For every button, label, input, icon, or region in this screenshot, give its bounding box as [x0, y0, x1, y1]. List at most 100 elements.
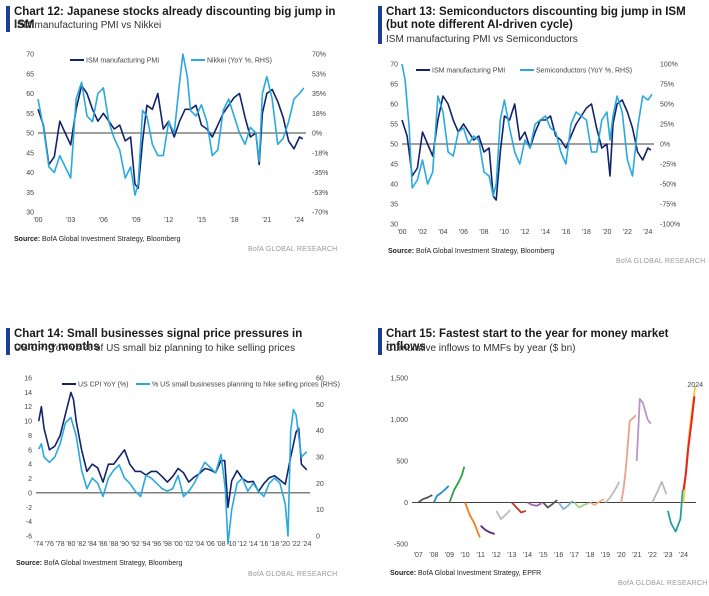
y-tick-left: 30: [390, 222, 398, 229]
brand-label: BofA GLOBAL RESEARCH: [248, 246, 338, 253]
y-tick-right: 0%: [312, 131, 322, 138]
source-text: BofA Global Investment Strategy, EPFR: [416, 570, 542, 577]
source-note: Source: BofA Global Investment Strategy,…: [388, 248, 554, 255]
year-line-2024: [682, 396, 696, 491]
chart-14-panel: Chart 14: Small businesses signal price …: [6, 328, 346, 590]
x-tick-label: '11: [476, 552, 485, 559]
y-tick-left: 30: [26, 210, 34, 217]
y-tick-label: 1,500: [390, 376, 408, 383]
x-tick-label: '16: [561, 229, 570, 236]
title-accent-bar: [378, 6, 382, 44]
year-line-2016: [557, 500, 574, 511]
x-tick-label: '22: [648, 552, 657, 559]
series-line-secondary: [401, 63, 653, 197]
x-tick-label: '21: [632, 552, 641, 559]
chart-subtitle: ISM manufacturing PMI vs Nikkei: [14, 20, 162, 31]
y-tick-right: 53%: [312, 71, 326, 78]
chart-title: Chart 15: Fastest start to the year for …: [386, 328, 669, 353]
year-line-2015: [542, 499, 558, 509]
x-tick-label: '10: [227, 541, 236, 548]
brand-label: BofA GLOBAL RESEARCH: [248, 571, 338, 578]
title-accent-bar: [6, 328, 10, 355]
x-tick-label: '76: [45, 541, 54, 548]
x-tick-label: '24: [679, 552, 688, 559]
y-tick-left: 70: [26, 52, 34, 59]
x-tick-label: '12: [520, 229, 529, 236]
y-tick-left: 40: [390, 182, 398, 189]
y-tick-right: 60: [316, 376, 324, 383]
y-tick-right: -53%: [312, 190, 328, 197]
y-tick-right: -50%: [660, 182, 676, 189]
x-tick-label: '14: [523, 552, 532, 559]
x-tick-label: '07: [414, 552, 423, 559]
chart-subtitle: Cumulative inflows to MMFs by year ($ bn…: [386, 343, 576, 354]
x-tick-label: '08: [429, 552, 438, 559]
x-tick-label: '09: [445, 552, 454, 559]
y-tick-label: 0: [404, 500, 408, 507]
source-note: Source: BofA Global Investment Strategy,…: [14, 236, 180, 243]
y-tick-right: 30: [316, 455, 324, 462]
year-line-2007: [417, 494, 433, 504]
y-tick-left: 60: [390, 102, 398, 109]
chart-15-panel: Chart 15: Fastest start to the year for …: [378, 328, 708, 590]
year-line-2022: [651, 480, 668, 503]
chart-13-plot: 30 35 40 45 50 55 60 65 70 100% 75% 50% 25% 0% -25% -50…: [390, 62, 680, 237]
source-text: BofA Global Investment Strategy, Bloombe…: [40, 236, 181, 243]
source-label: Source:: [14, 236, 41, 243]
x-tick-label: '00: [174, 541, 183, 548]
x-tick-label: '98: [163, 541, 172, 548]
source-label: Source:: [390, 570, 417, 577]
y-tick-left: 50: [26, 131, 34, 138]
y-tick-right: 25%: [660, 122, 674, 129]
x-tick-label: '82: [77, 541, 86, 548]
x-tick-label: '92: [131, 541, 140, 548]
y-tick-right: 50: [316, 402, 324, 409]
chart-12-panel: Chart 12: Japanese stocks already discou…: [6, 6, 346, 266]
source-label: Source:: [16, 560, 43, 567]
y-tick-right: 0%: [660, 142, 670, 149]
x-tick-label: '21: [262, 217, 271, 224]
x-tick-label: '19: [601, 552, 610, 559]
y-tick-right: 70%: [312, 52, 326, 59]
year-line-2020: [620, 414, 637, 503]
x-tick-label: '14: [541, 229, 550, 236]
y-tick-left: -4: [26, 519, 32, 526]
chart-subtitle: ISM manufacturing PMI vs Semiconductors: [386, 34, 578, 45]
y-tick-left: 55: [390, 122, 398, 129]
x-tick-label: '96: [152, 541, 161, 548]
source-note: Source: BofA Global Investment Strategy,…: [390, 570, 541, 577]
y-tick-left: 8: [28, 433, 32, 440]
chart-15-plot: -500 0 500 1,000 1,500 '07 '08 '09 '10 '11 '12 '13 '…: [390, 376, 703, 560]
x-tick-label: '00: [397, 229, 406, 236]
year-line-2008: [432, 485, 450, 503]
y-tick-left: 70: [390, 62, 398, 69]
y-tick-left: 4: [28, 462, 32, 469]
chart-12-plot: 30 35 40 45 50 55 60 65 70 70% 53% 35% 18% 0% -18% -35%…: [26, 52, 328, 225]
y-tick-left: 14: [24, 390, 32, 397]
annotation-2024: 2024: [687, 382, 703, 389]
y-tick-right: 0: [316, 534, 320, 541]
y-tick-right: -70%: [312, 210, 328, 217]
year-line-2023: [667, 489, 684, 533]
x-tick-label: '23: [663, 552, 672, 559]
brand-label: BofA GLOBAL RESEARCH: [616, 258, 706, 265]
x-tick-label: '15: [197, 217, 206, 224]
x-tick-label: '12: [492, 552, 501, 559]
year-line-2012: [495, 509, 511, 521]
year-line-2019: [604, 481, 621, 504]
legend-label: ISM manufacturing PMI: [432, 68, 505, 75]
x-tick-label: '08: [479, 229, 488, 236]
x-tick-label: '17: [570, 552, 579, 559]
x-tick-label: '94: [141, 541, 150, 548]
x-tick-label: '18: [230, 217, 239, 224]
x-tick-label: '74: [34, 541, 43, 548]
y-tick-left: 0: [28, 490, 32, 497]
x-tick-label: '10: [460, 552, 469, 559]
x-tick-label: '12: [238, 541, 247, 548]
legend-label: Semiconductors (YoY %, RHS): [536, 68, 632, 75]
x-tick-label: '13: [507, 552, 516, 559]
x-tick-label: '04: [438, 229, 447, 236]
year-line-2009: [448, 466, 466, 503]
source-note: Source: BofA Global Investment Strategy,…: [16, 560, 182, 567]
title-accent-bar: [6, 6, 10, 32]
